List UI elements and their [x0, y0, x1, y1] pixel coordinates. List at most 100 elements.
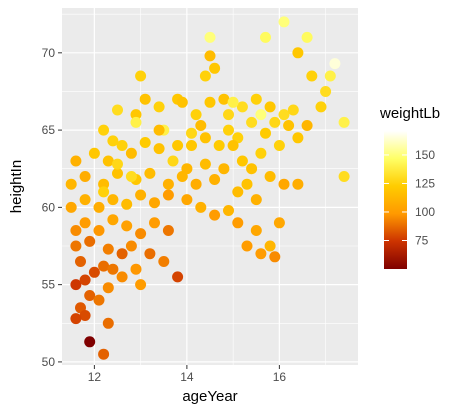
data-point — [98, 178, 110, 190]
data-point — [232, 186, 244, 198]
data-point — [135, 70, 147, 82]
data-point — [135, 189, 147, 201]
data-point — [199, 70, 211, 82]
data-point — [102, 282, 114, 294]
data-point — [213, 140, 225, 151]
data-point — [79, 274, 91, 286]
data-point — [278, 16, 290, 28]
data-point — [209, 62, 221, 74]
data-point — [186, 140, 197, 151]
data-point — [255, 248, 267, 260]
data-point — [116, 140, 128, 151]
data-point — [283, 120, 295, 131]
data-point — [250, 93, 262, 105]
data-point — [218, 163, 230, 175]
data-point — [241, 178, 253, 190]
data-point — [209, 209, 221, 221]
data-point — [93, 294, 105, 306]
legend-tick-label: 125 — [415, 176, 435, 190]
data-point — [186, 127, 197, 139]
y-tick-label: 60 — [42, 200, 56, 214]
x-axis-title: ageYear — [182, 388, 237, 405]
x-tick-labels: 12 14 16 — [88, 370, 287, 384]
data-point — [130, 263, 142, 275]
data-point — [130, 116, 142, 128]
legend-tick-label: 100 — [415, 205, 435, 219]
data-point — [204, 50, 216, 62]
data-point — [292, 47, 304, 59]
data-point — [84, 235, 96, 247]
data-point — [70, 313, 82, 325]
data-point — [199, 132, 211, 144]
data-point — [75, 256, 86, 267]
data-point — [135, 228, 147, 240]
data-point — [338, 116, 350, 128]
data-point — [153, 124, 165, 136]
x-tick-label: 12 — [88, 370, 102, 384]
data-point — [255, 109, 267, 121]
data-point — [70, 279, 82, 291]
y-tick-label: 55 — [42, 278, 56, 292]
data-point — [181, 194, 193, 206]
data-point — [260, 127, 271, 139]
data-point — [195, 201, 207, 213]
data-point — [98, 260, 110, 272]
data-point — [167, 155, 179, 167]
data-point — [70, 155, 82, 167]
data-point — [84, 336, 96, 348]
data-point — [209, 174, 221, 185]
data-point — [107, 214, 119, 226]
data-point — [79, 217, 91, 229]
data-point — [88, 147, 100, 159]
data-point — [204, 96, 216, 108]
data-point — [223, 109, 234, 121]
data-point — [102, 317, 114, 329]
legend-ticks: 75 100 125 150 — [384, 148, 435, 247]
data-point — [79, 194, 91, 206]
data-point — [236, 155, 248, 167]
data-point — [93, 201, 105, 213]
legend-colorbar — [384, 131, 407, 269]
data-point — [278, 109, 290, 121]
data-point — [139, 93, 151, 105]
data-point — [241, 240, 253, 252]
data-point — [112, 167, 123, 179]
data-point — [278, 178, 290, 190]
data-point — [260, 31, 271, 43]
data-point — [273, 140, 285, 151]
data-point — [269, 116, 281, 128]
data-point — [176, 96, 188, 108]
data-point — [102, 243, 114, 255]
axis-ticks — [58, 52, 280, 369]
data-point — [255, 147, 267, 159]
legend-tick-label: 150 — [415, 148, 435, 162]
data-point — [162, 189, 174, 201]
data-point — [98, 348, 110, 360]
data-point — [250, 194, 262, 206]
data-point — [70, 240, 82, 252]
data-point — [93, 225, 105, 236]
data-point — [121, 198, 133, 210]
x-tick-label: 14 — [180, 370, 194, 384]
data-point — [125, 171, 137, 182]
legend: weightLb 75 100 125 150 — [379, 105, 440, 269]
data-point — [149, 217, 160, 229]
legend-title: weightLb — [379, 105, 440, 122]
data-point — [98, 124, 110, 136]
data-point — [144, 248, 156, 260]
data-point — [292, 178, 304, 190]
data-point — [116, 271, 128, 283]
data-point — [232, 217, 244, 229]
data-point — [338, 171, 350, 182]
data-point — [102, 155, 114, 167]
data-point — [246, 116, 258, 128]
data-point — [153, 101, 165, 113]
data-point — [306, 70, 318, 82]
data-point — [144, 167, 156, 179]
data-point — [324, 70, 336, 82]
y-tick-label: 70 — [42, 46, 56, 60]
data-point — [218, 93, 230, 105]
data-point — [116, 248, 128, 260]
data-point — [135, 279, 147, 291]
